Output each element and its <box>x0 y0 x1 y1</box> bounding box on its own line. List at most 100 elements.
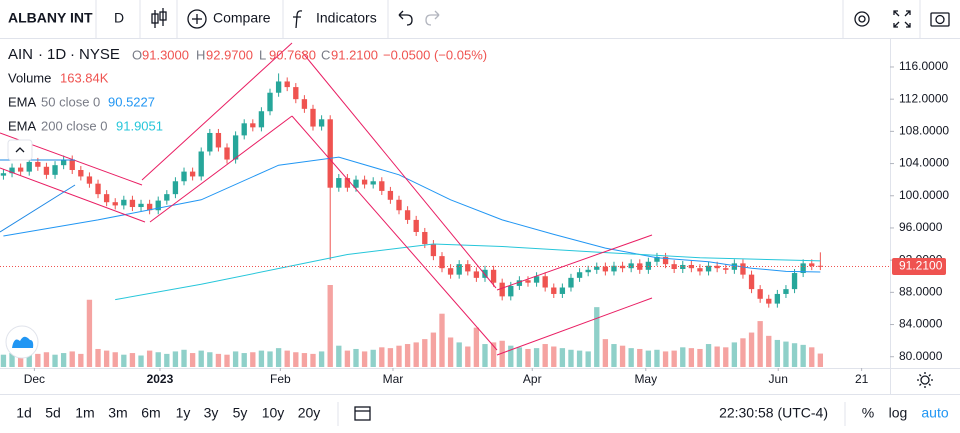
settings-button[interactable] <box>854 11 870 27</box>
ema-line <box>3 156 821 273</box>
volume-bar <box>293 352 299 367</box>
symbol-button[interactable]: ALBANY INT <box>8 10 93 26</box>
trend-line <box>496 297 653 356</box>
icon <box>15 147 25 153</box>
legend-dot: · <box>70 46 75 63</box>
volume-bar <box>198 350 204 367</box>
volume-bar <box>215 353 222 367</box>
volume-bar <box>121 354 127 367</box>
axes: 80.000084.000088.000092.000096.0000100.0… <box>24 59 950 386</box>
candle-body <box>318 119 325 127</box>
collapse-legend-button[interactable] <box>7 139 33 161</box>
volume-bar <box>60 353 67 367</box>
candle-body <box>129 199 136 208</box>
candle-body <box>9 167 15 174</box>
volume-bar <box>275 348 282 367</box>
chart-type-button[interactable] <box>151 8 167 28</box>
trend-line <box>291 115 498 351</box>
range-button[interactable]: 20y <box>298 405 321 421</box>
date-range-button[interactable] <box>354 406 371 421</box>
candle-body <box>121 199 127 206</box>
volume-bar <box>146 350 153 367</box>
candle-body <box>490 269 497 283</box>
icon <box>187 9 207 29</box>
log-toggle[interactable]: log <box>889 405 908 421</box>
candle-body <box>430 244 437 257</box>
candle-body <box>0 173 7 176</box>
candle-body <box>473 271 480 278</box>
indicators-button[interactable]: Indicators <box>293 10 377 29</box>
candle-body <box>576 272 583 278</box>
y-tick-label: 84.0000 <box>899 317 943 331</box>
candle-body <box>800 263 806 274</box>
last-price-label: 91.2100 <box>899 259 943 273</box>
volume-bar <box>628 348 634 367</box>
volume-bar <box>662 351 669 367</box>
candle-body <box>361 179 368 185</box>
range-button[interactable]: 1y <box>176 405 191 421</box>
range-button[interactable]: 5y <box>233 405 248 421</box>
candle-body <box>284 81 290 88</box>
x-tick-label: Jun <box>769 372 788 386</box>
range-button[interactable]: 5d <box>45 405 61 421</box>
volume-bar <box>508 345 514 367</box>
screenshot-button[interactable] <box>930 12 950 27</box>
icon <box>858 15 866 23</box>
y-tick-label: 88.0000 <box>899 285 943 299</box>
percent-toggle[interactable]: % <box>862 405 874 421</box>
legend-symbol: AIN <box>8 46 33 63</box>
x-tick-label: 2023 <box>147 372 174 386</box>
candle-body <box>422 231 428 245</box>
volume-bar <box>456 342 462 367</box>
range-button[interactable]: 3m <box>108 405 127 421</box>
candle-body <box>723 268 729 270</box>
candle-body <box>404 210 411 220</box>
trend-line <box>141 42 293 181</box>
logo[interactable] <box>5 325 39 359</box>
candle-body <box>336 178 342 188</box>
range-button[interactable]: 3y <box>204 405 219 421</box>
volume-bar <box>439 313 445 367</box>
volume-bar <box>576 350 583 367</box>
candle-body <box>189 171 196 177</box>
range-button[interactable]: 1d <box>16 405 32 421</box>
volume-bar <box>86 299 93 367</box>
ema-value: 91.9051 <box>116 118 163 133</box>
volume-bar <box>181 349 187 367</box>
candle-body <box>542 276 548 288</box>
redo-button[interactable] <box>425 10 440 26</box>
candle-body <box>817 265 824 267</box>
range-button[interactable]: 10y <box>262 405 285 421</box>
volume-layer <box>0 285 824 367</box>
volume-bar <box>559 348 566 367</box>
candle-body <box>809 263 815 267</box>
volume-bar <box>112 352 118 367</box>
volume-bar <box>189 353 196 367</box>
candle-body <box>327 119 333 188</box>
undo-button[interactable] <box>398 10 413 26</box>
compare-button[interactable]: Compare <box>187 9 271 29</box>
candle-body <box>508 285 514 297</box>
volume-bar <box>69 351 75 367</box>
fullscreen-button[interactable] <box>893 10 911 28</box>
legend: AIN · 1D · NYSE −0.0500 (−0.05%) Volume … <box>8 46 487 133</box>
ohlc-key: C <box>321 47 330 62</box>
candle-body <box>791 273 798 290</box>
axis-settings-button[interactable] <box>917 372 933 388</box>
candle-body <box>671 264 677 269</box>
icon <box>159 11 167 21</box>
candle-body <box>181 171 187 182</box>
range-button[interactable]: 6m <box>141 405 160 421</box>
auto-toggle[interactable]: auto <box>921 405 948 421</box>
volume-bar <box>516 347 523 367</box>
range-button[interactable]: 1m <box>75 405 94 421</box>
volume-bar <box>387 348 394 367</box>
volume-bar <box>336 345 342 367</box>
x-tick-label: Dec <box>24 372 45 386</box>
volume-bar <box>723 347 729 367</box>
interval-button[interactable]: D <box>114 10 124 26</box>
x-tick-label: 21 <box>855 372 869 386</box>
icon <box>293 10 303 29</box>
volume-bar <box>473 327 480 367</box>
candle-body <box>774 293 781 304</box>
